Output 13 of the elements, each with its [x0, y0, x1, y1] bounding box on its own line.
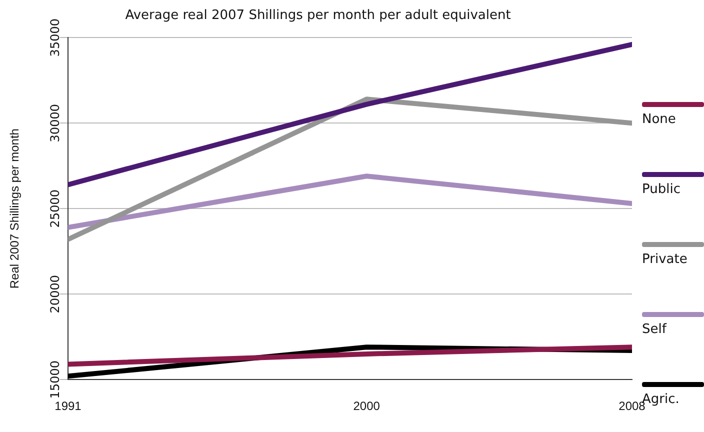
legend-label: None [642, 112, 676, 127]
y-tick-label: 20000 [48, 275, 62, 314]
legend-label: Self [642, 322, 666, 337]
y-tick-label: 15000 [48, 360, 62, 399]
x-tick-label: 2000 [353, 399, 380, 414]
y-tick-label: 35000 [48, 18, 62, 57]
legend-label: Private [642, 252, 688, 267]
chart-title: Average real 2007 Shillings per month per adult equivalent [125, 8, 511, 24]
y-axis-title: Real 2007 Shillings per month [8, 128, 22, 289]
legend-label: Public [642, 182, 680, 197]
x-tick-label: 1991 [54, 399, 82, 414]
y-tick-label: 25000 [48, 190, 62, 228]
y-tick-label: 30000 [48, 104, 62, 142]
